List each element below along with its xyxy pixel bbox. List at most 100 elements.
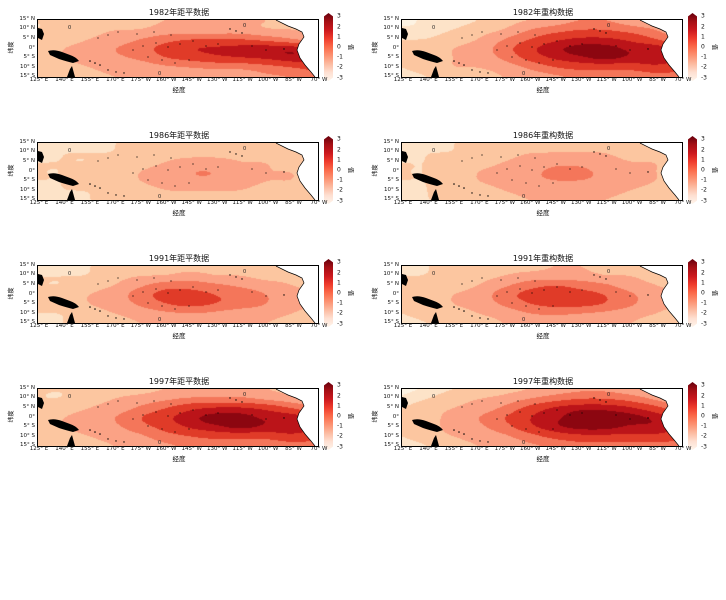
x-tick-label: 170° E [470,77,489,83]
x-tick-label: 115° W [596,446,617,452]
colorbar-tick-label: -1 [701,422,707,430]
colorbar-tick-label: 1 [337,279,341,287]
philippines-island [38,151,44,163]
colorbar-tick-label: -3 [701,320,707,328]
x-tick-label: 140° E [419,323,438,329]
x-tick-label: 160° W [520,446,541,452]
x-tick-label: 130° W [570,200,592,206]
america-landmass [276,389,318,446]
x-tick-label: 155° E [444,200,464,206]
contour-label-zero: 0 [432,394,435,400]
america-coastline [639,266,680,323]
x-tick-label: 170° E [106,323,125,329]
x-tick-label: 155° E [444,323,464,329]
panel-title: 1991年重构数据 [512,254,574,263]
x-tick-label: 175° W [130,200,152,206]
colorbar-tick-label: 0 [337,289,341,297]
y-tick-label: 5° S [23,53,36,60]
panel-body: 纬度 15° N 10° N 5° N 0° 5° S 10° S 15° S [6,382,358,450]
x-tick-label: 85° W [285,446,302,452]
colorbar-label: 值 [710,166,718,174]
contour-label-zero: 0 [432,271,435,277]
x-tick-label: 85° W [649,77,666,83]
coastline-overlay: 0 0 0 [402,143,682,200]
x-tick-label: 130° W [206,200,228,206]
colorbar-tick-label: 3 [701,135,705,143]
x-tick-label: 85° W [649,323,666,329]
colorbar-ticks: 3 2 1 0 -1 -2 -3 [337,259,351,327]
map-panel: 1997年距平数据 纬度 15° N 10° N 5° N 0° 5° S 10° S 15… [6,375,358,498]
colorbar-tick-label: -2 [701,309,707,317]
america-landmass [640,20,682,77]
new-guinea-island [48,50,79,63]
colorbar-tick-label: 1 [701,402,705,410]
contour-labels: 0 0 0 [68,146,246,200]
x-tick-label: 145° W [181,77,202,83]
y-axis-ticks: 15° N 10° N 5° N 0° 5° S 10° S 15° S [379,385,401,448]
x-tick-label: 70° W [674,77,692,83]
y-tick-label: 0° [392,290,399,297]
y-tick-label: 15° N [383,262,399,268]
x-axis-label: 经度 [172,86,186,94]
y-axis-ticks: 15° N 10° N 5° N 0° 5° S 10° S 15° S [15,139,37,202]
colorbar-label: 值 [710,289,718,297]
philippines-island [402,397,408,409]
y-tick-label: 5° S [387,422,400,429]
small-islands [453,151,649,197]
x-tick-label: 140° E [55,323,74,329]
cape-york-island [67,435,75,446]
y-axis-ticks: 15° N 10° N 5° N 0° 5° S 10° S 15° S [15,262,37,325]
x-tick-label: 140° E [55,77,74,83]
x-tick-label: 70° W [310,77,328,83]
america-landmass [276,266,318,323]
panel-body: 纬度 15° N 10° N 5° N 0° 5° S 10° S 15° S [370,259,722,327]
small-islands [89,151,285,197]
x-tick-label: 160° W [156,200,177,206]
x-tick-label: 170° E [470,446,489,452]
america-landmass [640,143,682,200]
map-panel: 1991年重构数据 纬度 15° N 10° N 5° N 0° 5° S 10° S 15… [370,252,722,375]
x-axis-ticks: 125° E 140° E 155° E 170° E 175° W 160° W 145°… [30,322,328,330]
y-tick-label: 0° [392,167,399,174]
contour-labels: 0 0 0 [432,146,610,200]
america-coastline [275,20,316,77]
x-tick-label: 125° E [393,446,413,452]
contour-label-zero: 0 [68,394,71,400]
colorbar-tick-label: -3 [337,197,343,205]
x-tick-label: 145° W [545,446,566,452]
x-tick-label: 170° E [470,323,489,329]
colorbar-gradient [324,136,333,204]
x-axis-label: 经度 [536,455,550,463]
x-tick-label: 160° W [520,323,541,329]
x-tick-label: 155° E [80,446,100,452]
y-tick-label: 15° S [20,319,35,325]
x-axis-label: 经度 [536,86,550,94]
small-islands [453,397,649,443]
colorbar-tick-label: 0 [701,166,705,174]
panel-title: 1997年重构数据 [512,377,574,386]
colorbar-tick-label: 2 [337,392,341,400]
y-tick-label: 15° S [384,442,399,448]
anomaly-heatmap-canvas [402,266,682,323]
y-tick-label: 5° N [386,34,399,41]
colorbar-gradient [688,136,697,204]
y-tick-label: 5° N [22,157,35,164]
america-landmass [640,389,682,446]
colorbar-ticks: 3 2 1 0 -1 -2 -3 [701,13,715,81]
contour-labels: 0 0 0 [68,392,246,446]
x-tick-label: 155° E [444,446,464,452]
y-tick-label: 15° S [20,73,35,79]
x-tick-label: 115° W [232,77,253,83]
x-tick-label: 145° W [181,200,202,206]
contour-label-zero: 0 [607,392,610,398]
x-tick-label: 115° W [596,323,617,329]
colorbar: 3 2 1 0 -1 -2 -3 值 [324,136,358,204]
contour-label-zero: 0 [68,271,71,277]
x-axis-ticks: 125° E 140° E 155° E 170° E 175° W 160° W 145°… [30,199,328,207]
panel-body: 纬度 15° N 10° N 5° N 0° 5° S 10° S 15° S [370,13,722,81]
y-tick-label: 5° S [387,53,400,60]
colorbar-tick-label: 0 [337,412,341,420]
contour-label-zero: 0 [158,317,161,323]
colorbar-tick-label: 1 [337,156,341,164]
x-tick-label: 170° E [106,200,125,206]
